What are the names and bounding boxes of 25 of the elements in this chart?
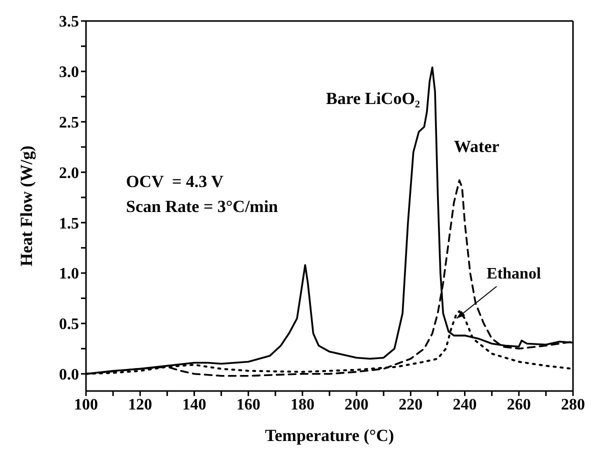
y-axis-title: Heat Flow (W/g) (17, 146, 36, 266)
x-tick-label: 100 (74, 396, 98, 414)
y-tick-label: 2.5 (59, 114, 79, 132)
annotation: Bare LiCoO₂ (326, 88, 420, 110)
y-tick-label: 0.0 (59, 366, 79, 384)
y-tick-label: 1.5 (59, 215, 79, 232)
x-tick-label: 220 (398, 396, 423, 414)
x-tick-label: 200 (344, 396, 369, 414)
y-tick-label: 0.5 (59, 316, 79, 334)
x-tick-label: 260 (506, 396, 531, 414)
x-tick-label: 140 (182, 396, 206, 414)
y-tick-label: 1.0 (59, 266, 79, 283)
annotation: Ethanol (486, 265, 542, 282)
x-tick-label: 240 (452, 396, 477, 414)
y-tick-label: 3.5 (59, 14, 79, 31)
x-axis-title: Temperature (°C) (264, 426, 394, 445)
annotation: OCV = 4.3 V (126, 171, 224, 193)
y-tick-label: 3.0 (59, 64, 79, 82)
annotation: Water (454, 136, 500, 158)
x-tick-label: 180 (290, 396, 314, 414)
x-tick-label: 120 (128, 396, 152, 414)
x-tick-label: 280 (561, 396, 585, 414)
annotation: Scan Rate = 3°C/min (126, 196, 278, 218)
y-tick-label: 2.0 (59, 164, 79, 182)
x-tick-label: 160 (236, 396, 260, 414)
